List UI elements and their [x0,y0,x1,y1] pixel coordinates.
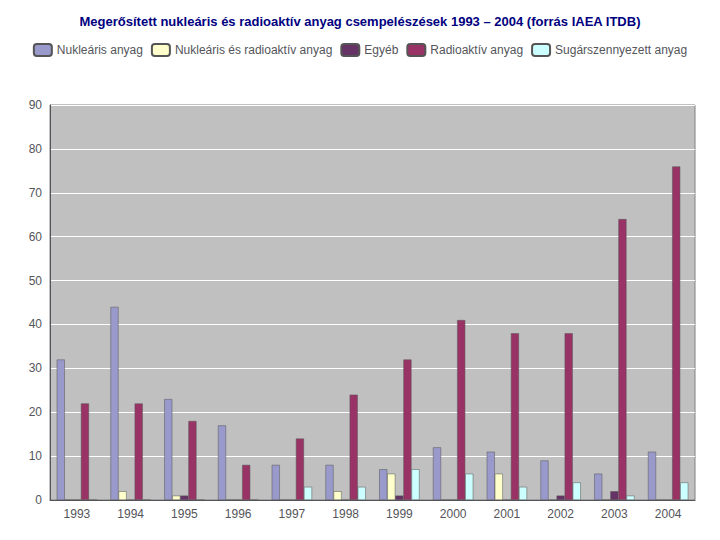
svg-text:Egyéb: Egyéb [364,43,398,57]
svg-text:Megerősített nukleáris és radi: Megerősített nukleáris és radioaktív any… [80,14,641,29]
svg-text:50: 50 [29,274,43,288]
svg-text:2003: 2003 [601,507,628,521]
svg-text:60: 60 [29,230,43,244]
svg-text:1999: 1999 [386,507,413,521]
svg-text:1995: 1995 [171,507,198,521]
svg-text:2002: 2002 [547,507,574,521]
svg-text:90: 90 [29,98,43,112]
svg-text:1994: 1994 [117,507,144,521]
svg-text:10: 10 [29,449,43,463]
svg-text:1997: 1997 [279,507,306,521]
svg-text:Radioaktív anyag: Radioaktív anyag [430,43,523,57]
svg-text:70: 70 [29,186,43,200]
svg-text:1996: 1996 [225,507,252,521]
svg-text:Nukleáris anyag: Nukleáris anyag [57,43,143,57]
svg-text:80: 80 [29,142,43,156]
svg-text:20: 20 [29,405,43,419]
svg-text:1993: 1993 [64,507,91,521]
svg-text:30: 30 [29,361,43,375]
svg-text:40: 40 [29,317,43,331]
svg-text:Sugárszennyezett anyag: Sugárszennyezett anyag [555,43,687,57]
svg-text:Nukleáris és radioaktív anyag: Nukleáris és radioaktív anyag [175,43,332,57]
svg-text:2004: 2004 [655,507,682,521]
svg-text:1998: 1998 [332,507,359,521]
svg-text:2000: 2000 [440,507,467,521]
svg-text:2001: 2001 [494,507,521,521]
svg-text:0: 0 [35,493,42,507]
